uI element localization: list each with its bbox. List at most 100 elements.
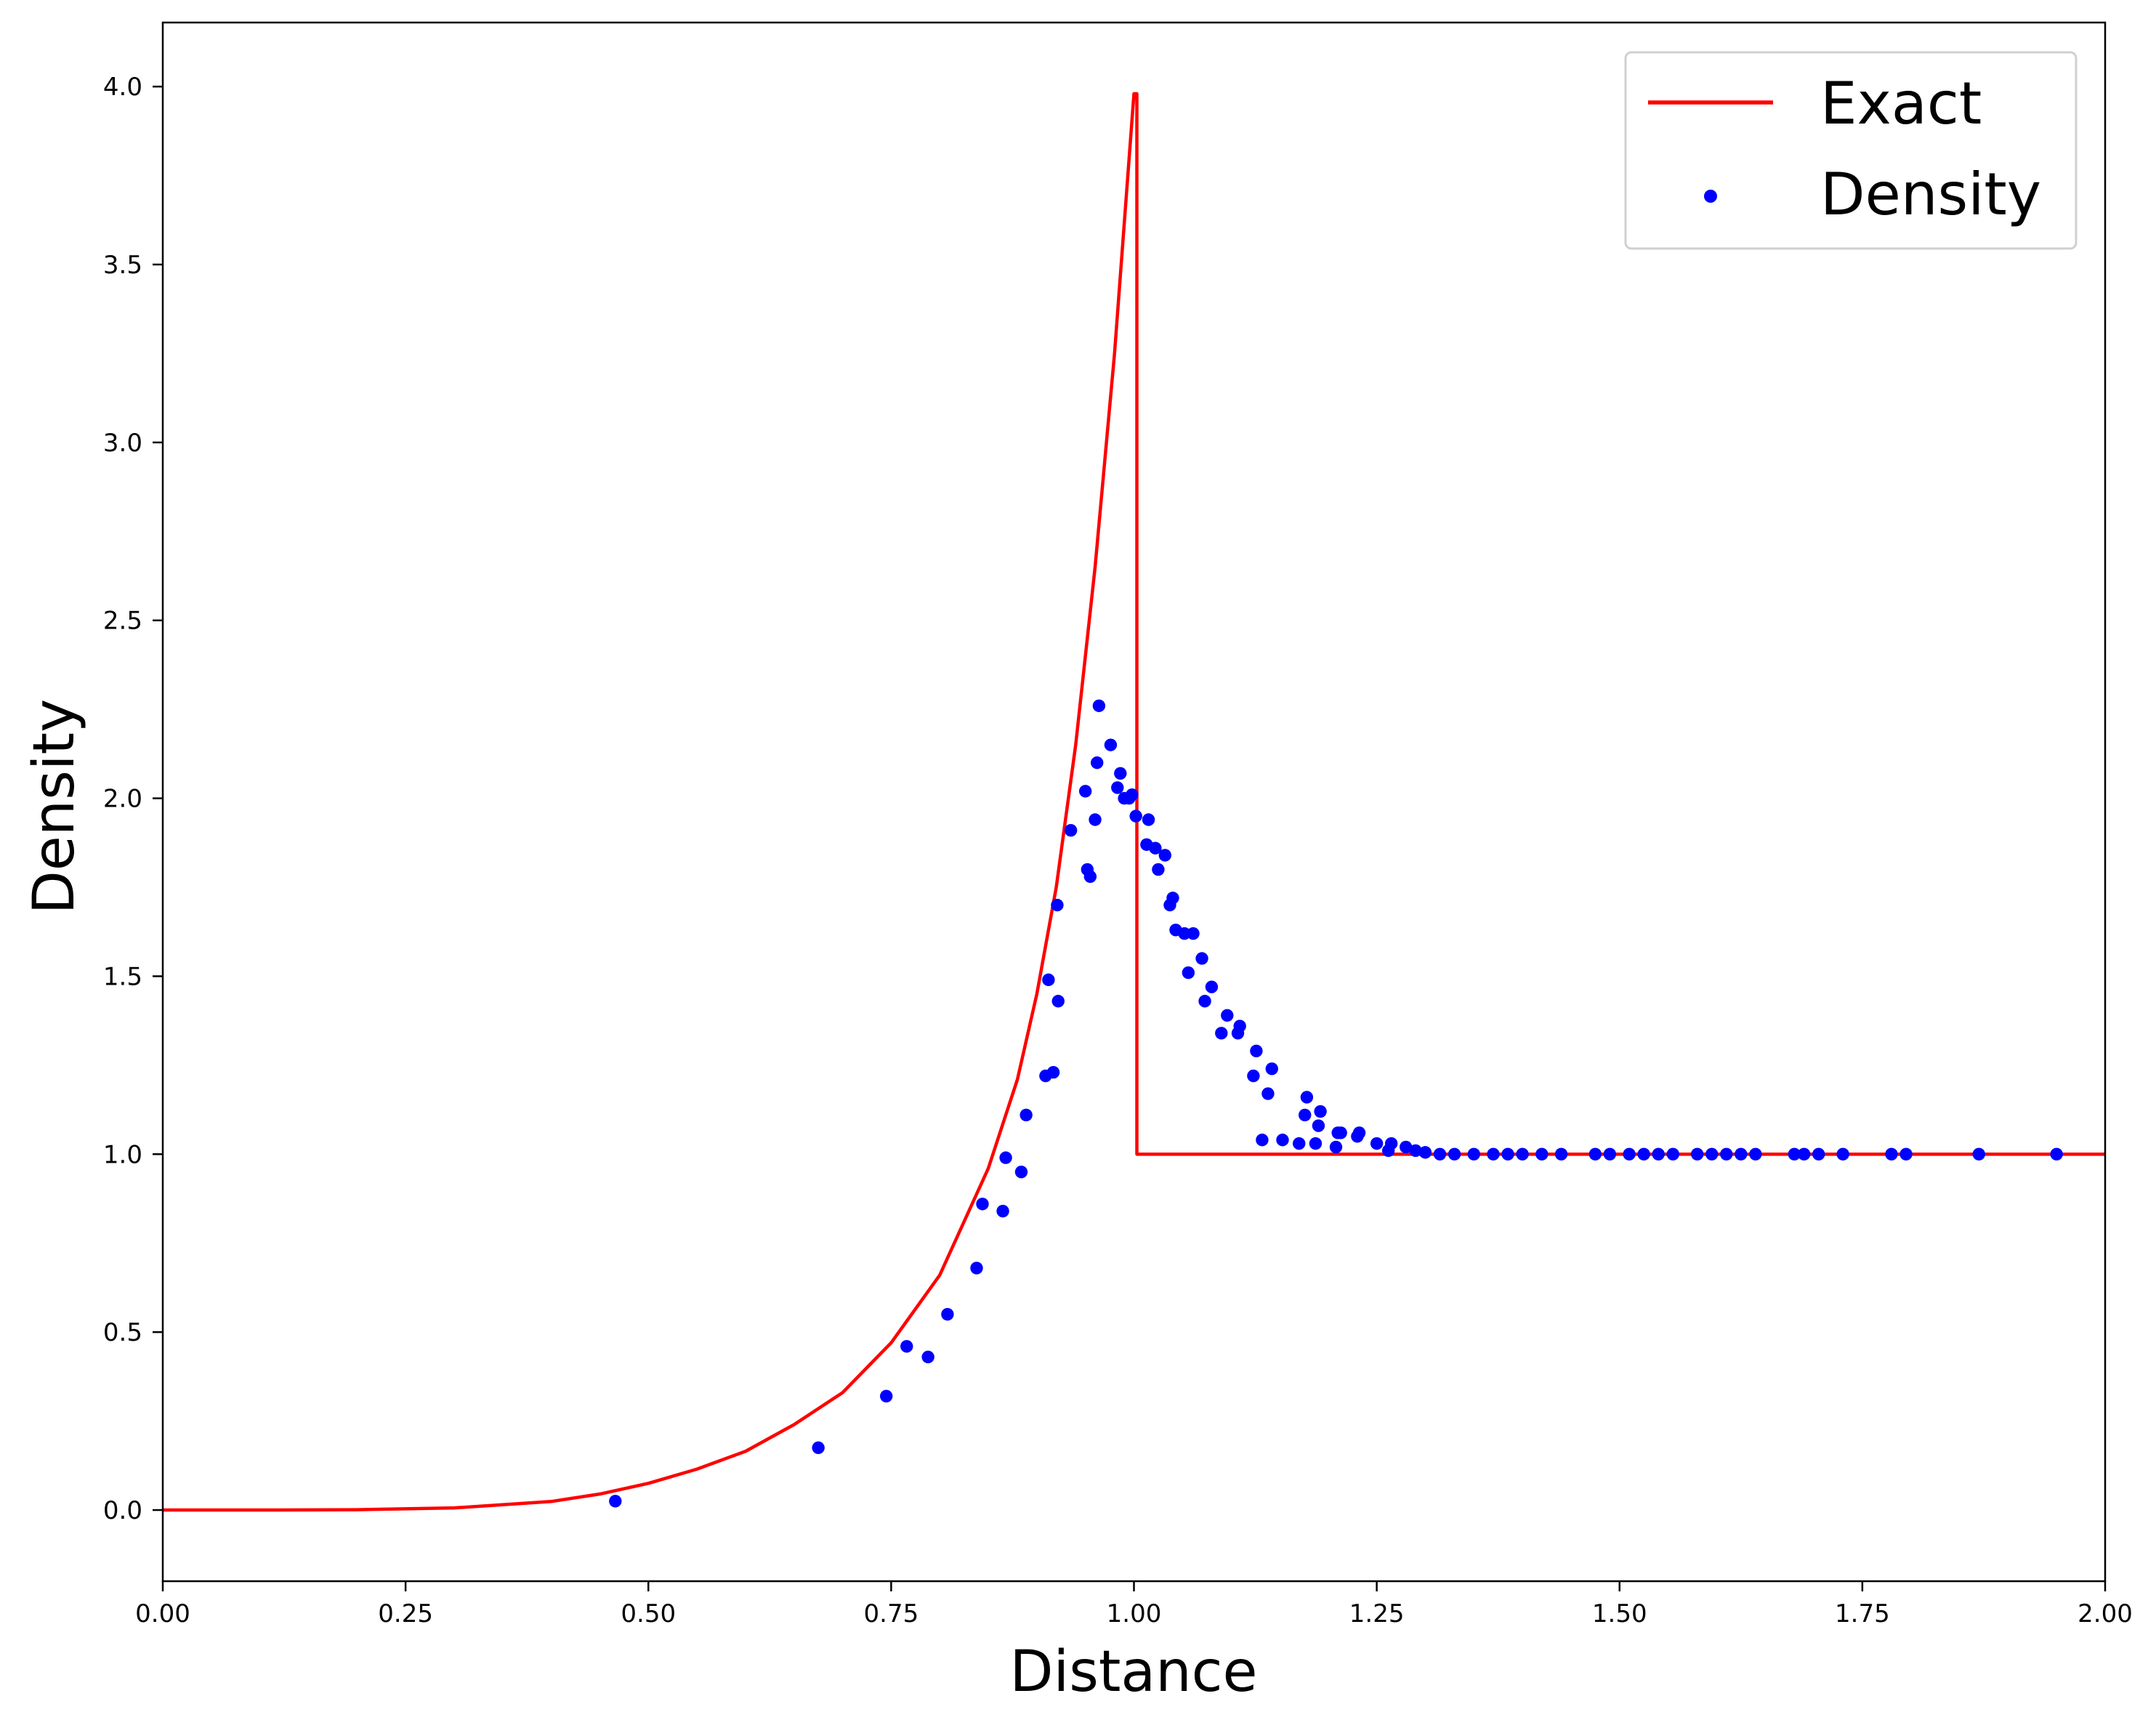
density-point [1652, 1147, 1665, 1161]
legend: Exact Density [1624, 51, 2078, 250]
density-point [1261, 1087, 1275, 1100]
x-tick-label: 1.00 [1107, 1599, 1162, 1628]
density-point [1418, 1146, 1432, 1159]
density-point [1666, 1147, 1679, 1161]
legend-exact-label: Exact [1820, 70, 1982, 137]
density-point [1051, 898, 1064, 912]
density-point [1104, 738, 1118, 751]
density-point [1603, 1147, 1617, 1161]
density-point [1020, 1108, 1033, 1122]
density-point [1312, 1119, 1325, 1132]
y-tick-label: 0.0 [103, 1496, 142, 1525]
density-point [1256, 1134, 1269, 1147]
density-point [1788, 1147, 1801, 1161]
density-point [1314, 1105, 1327, 1118]
density-point [1749, 1147, 1762, 1161]
density-point [812, 1441, 825, 1455]
density-point [1149, 841, 1162, 855]
density-point [1276, 1134, 1289, 1147]
y-tick-label: 3.0 [103, 429, 142, 458]
x-axis-ticks: 0.00 0.25 0.50 0.75 1.00 1.25 1.50 1.75 2.00 [135, 1581, 2133, 1628]
density-point [1797, 1147, 1811, 1161]
density-point [1187, 927, 1200, 940]
y-tick-label: 1.5 [103, 962, 142, 991]
density-point [1309, 1136, 1323, 1150]
density-point [1092, 699, 1106, 712]
y-axis-ticks: 0.0 0.5 1.0 1.5 2.0 2.5 3.0 3.5 4.0 [103, 73, 163, 1525]
density-point [1182, 966, 1195, 980]
density-point [1142, 813, 1155, 826]
density-point [879, 1389, 893, 1403]
density-point [941, 1308, 954, 1321]
x-tick-label: 2.00 [2078, 1599, 2133, 1628]
density-point [1152, 863, 1165, 876]
density-point [1487, 1147, 1500, 1161]
y-tick-label: 0.5 [103, 1318, 142, 1347]
x-tick-label: 0.25 [378, 1599, 433, 1628]
density-point [1588, 1147, 1602, 1161]
density-point [1250, 1044, 1263, 1058]
density-point [1300, 1091, 1314, 1104]
density-point [1221, 1009, 1234, 1022]
legend-density-dot-icon [1704, 190, 1717, 203]
density-point [1705, 1147, 1719, 1161]
density-point [1637, 1147, 1650, 1161]
density-point [999, 1151, 1012, 1164]
x-tick-label: 0.00 [135, 1599, 190, 1628]
density-point [1247, 1069, 1260, 1083]
density-point [1126, 788, 1139, 802]
density-point [1623, 1147, 1636, 1161]
density-point [1265, 1062, 1278, 1075]
density-point [1836, 1147, 1849, 1161]
density-point [1384, 1136, 1398, 1150]
density-point [1198, 995, 1211, 1008]
legend-density-label: Density [1820, 161, 2041, 228]
density-point [1885, 1147, 1898, 1161]
y-tick-label: 2.0 [103, 785, 142, 814]
density-point [1091, 756, 1104, 770]
density-point [1195, 952, 1208, 965]
density-point [1329, 1140, 1343, 1154]
y-tick-label: 3.5 [103, 251, 142, 280]
x-axis-title: Distance [1009, 1639, 1257, 1705]
density-point [996, 1204, 1009, 1218]
y-tick-label: 1.0 [103, 1140, 142, 1169]
density-point [1400, 1140, 1413, 1154]
density-point [1129, 809, 1142, 823]
x-tick-label: 0.50 [621, 1599, 676, 1628]
density-point [1078, 785, 1092, 798]
density-point [1554, 1147, 1568, 1161]
density-point [921, 1350, 934, 1364]
density-point [900, 1340, 913, 1353]
density-point [1178, 927, 1191, 940]
density-point [1972, 1147, 1985, 1161]
density-point [976, 1198, 989, 1211]
x-tick-label: 1.75 [1835, 1599, 1890, 1628]
density-point [1334, 1126, 1347, 1139]
density-point [1114, 767, 1127, 780]
density-point [1467, 1147, 1480, 1161]
density-series [609, 699, 2063, 1508]
density-point [1352, 1126, 1366, 1139]
y-axis-title: Density [22, 699, 87, 915]
density-point [1064, 823, 1078, 837]
density-point [1501, 1147, 1514, 1161]
x-tick-label: 1.25 [1349, 1599, 1405, 1628]
plot-area [163, 92, 2105, 1512]
density-point [609, 1495, 622, 1508]
density-point [1051, 995, 1065, 1008]
density-point [2050, 1147, 2063, 1161]
exact-series [163, 92, 2105, 1512]
density-point [1046, 1065, 1060, 1079]
density-point [1370, 1136, 1384, 1150]
density-point [1899, 1147, 1913, 1161]
density-point [1448, 1147, 1461, 1161]
density-point [1516, 1147, 1529, 1161]
density-point [1215, 1027, 1228, 1040]
density-point [1735, 1147, 1748, 1161]
density-point [1089, 813, 1102, 826]
density-point [1205, 980, 1219, 993]
x-tick-label: 0.75 [864, 1599, 919, 1628]
